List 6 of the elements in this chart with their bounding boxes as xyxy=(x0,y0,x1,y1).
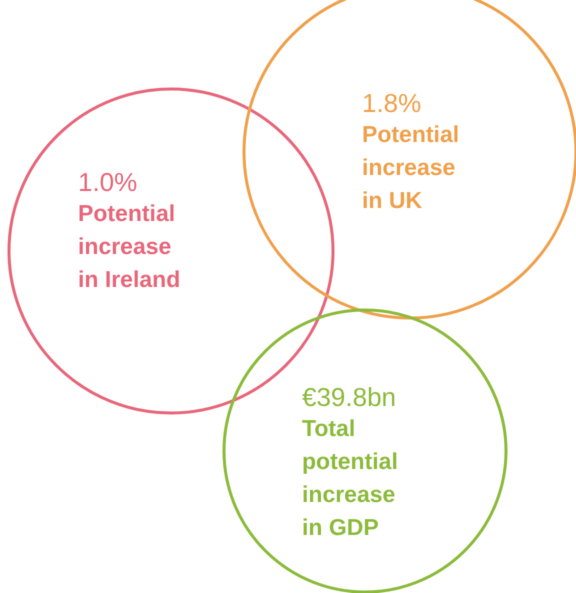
data-label: 1.8% xyxy=(362,88,422,118)
category-label: Potential increase in UK xyxy=(362,121,460,213)
category-label: Potential increase in Ireland xyxy=(78,200,180,292)
data-label: €39.8bn xyxy=(302,382,396,412)
category-label: Total potential increase in GDP xyxy=(302,415,398,540)
data-label: 1.0% xyxy=(78,167,138,197)
